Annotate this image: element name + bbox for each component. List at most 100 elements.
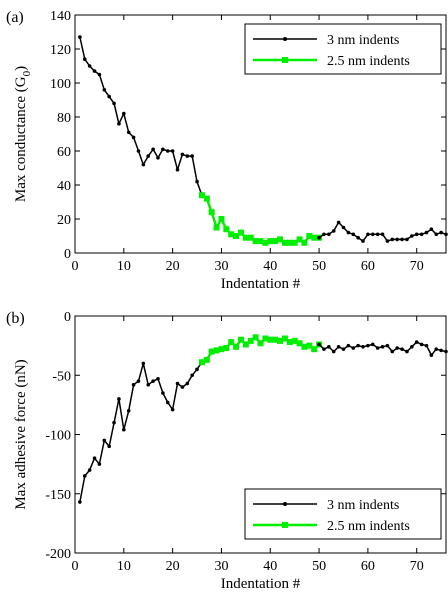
- data-point-dot: [151, 379, 155, 383]
- data-point-dot: [434, 347, 439, 351]
- data-point-square: [228, 231, 235, 238]
- series-3nm-2: [317, 220, 448, 243]
- legend-label-2-5nm: 2.5 nm indents: [327, 519, 410, 534]
- data-point-dot: [180, 385, 185, 389]
- data-point-dot: [444, 232, 448, 237]
- data-point-dot: [336, 220, 341, 225]
- data-point-dot: [322, 232, 326, 237]
- x-tick-label: 30: [214, 559, 228, 574]
- series-3nm-2: [317, 340, 448, 357]
- legend-box: [244, 23, 442, 75]
- data-point-dot: [92, 69, 97, 73]
- x-tick-label: 60: [361, 259, 375, 274]
- data-point-dot: [131, 382, 136, 387]
- data-point-dot: [78, 35, 82, 39]
- data-point-dot: [185, 154, 190, 158]
- y-axis-title: Max conductance (G0): [13, 66, 33, 202]
- data-point-dot: [395, 346, 399, 350]
- data-point-dot: [424, 230, 429, 235]
- data-point-square: [208, 209, 215, 216]
- x-tick-label: 30: [214, 259, 228, 274]
- data-point-dot: [366, 232, 370, 237]
- data-point-square: [306, 233, 313, 239]
- legend-label-3nm: 3 nm indents: [327, 498, 399, 513]
- data-point-square: [296, 236, 303, 243]
- x-tick-label: 10: [117, 259, 131, 274]
- data-point-dot: [405, 237, 409, 242]
- legend-marker-square: [282, 522, 288, 528]
- legend-box: [244, 488, 442, 540]
- y-tick-label: 100: [50, 77, 71, 92]
- y-tick-label: 0: [64, 247, 71, 262]
- data-point-dot: [87, 468, 92, 472]
- data-point-dot: [146, 154, 151, 158]
- x-axis-title: Indentation #: [221, 276, 301, 292]
- data-point-dot: [82, 474, 87, 478]
- data-point-square: [203, 356, 210, 363]
- data-point-dot: [126, 409, 131, 413]
- data-point-dot: [370, 232, 375, 237]
- legend-marker-square: [282, 57, 288, 63]
- series-line: [79, 36, 203, 196]
- data-point-square: [257, 238, 264, 245]
- y-axis-title-close: ): [13, 66, 29, 71]
- data-point-dot: [390, 237, 395, 242]
- y-tick-label: 0: [64, 310, 71, 325]
- data-point-square: [257, 340, 264, 347]
- data-point-dot: [195, 367, 199, 372]
- x-tick-label: 20: [166, 559, 180, 574]
- data-point-dot: [419, 232, 424, 237]
- data-point-dot: [385, 239, 390, 243]
- x-tick-label: 40: [263, 259, 277, 274]
- legend: 3 nm indents 2.5 nm indents: [244, 488, 442, 540]
- data-point-square: [208, 348, 215, 355]
- data-point-dot: [361, 239, 365, 243]
- data-point-square: [281, 335, 288, 342]
- data-point-square: [223, 344, 230, 351]
- data-point-square: [237, 229, 244, 236]
- data-point-dot: [102, 88, 107, 92]
- y-axis-title-main: Max conductance (G: [13, 76, 29, 202]
- data-point-dot: [131, 135, 136, 140]
- y-tick-label: -50: [52, 369, 71, 384]
- data-point-square: [233, 233, 240, 239]
- legend-label-2-5nm: 2.5 nm indents: [327, 54, 410, 69]
- data-point-square: [277, 337, 284, 344]
- data-point-dot: [327, 345, 331, 349]
- data-point-dot: [434, 232, 439, 237]
- data-point-dot: [112, 420, 116, 425]
- data-point-dot: [424, 343, 429, 348]
- data-point-dot: [161, 391, 165, 395]
- data-point-square: [301, 239, 308, 246]
- chart-panel-a: 0 10 20 30 40 50 60 70 0 20 40 60 80 100 120 140 Indenta…: [6, 9, 448, 292]
- data-point-square: [281, 239, 288, 246]
- data-point-dot: [175, 167, 180, 172]
- data-point-dot: [156, 156, 160, 160]
- data-point-dot: [346, 343, 351, 348]
- x-tick-label: 20: [166, 259, 180, 274]
- data-point-square: [228, 339, 235, 346]
- plot-frame: [74, 14, 447, 254]
- x-tick-label: 60: [361, 559, 375, 574]
- y-axis-title-subscript: 0: [21, 70, 33, 76]
- series-line: [79, 361, 203, 503]
- data-point-dot: [107, 94, 111, 99]
- panel-label: (a): [6, 9, 24, 26]
- data-point-square: [272, 336, 279, 343]
- y-tick-label: -150: [45, 488, 71, 503]
- data-point-dot: [195, 179, 199, 184]
- data-point-dot: [380, 232, 385, 237]
- data-point-square: [198, 359, 205, 366]
- data-point-dot: [370, 342, 375, 347]
- data-point-dot: [117, 122, 121, 126]
- data-point-dot: [444, 349, 448, 354]
- data-point-dot: [180, 152, 185, 157]
- data-point-dot: [126, 130, 131, 135]
- series-3nm-0: [78, 360, 204, 504]
- data-point-square: [237, 336, 244, 343]
- data-point-dot: [341, 347, 346, 351]
- data-point-dot: [122, 111, 126, 116]
- data-point-dot: [331, 229, 336, 233]
- x-tick-label: 40: [263, 559, 277, 574]
- data-point-square: [218, 216, 225, 222]
